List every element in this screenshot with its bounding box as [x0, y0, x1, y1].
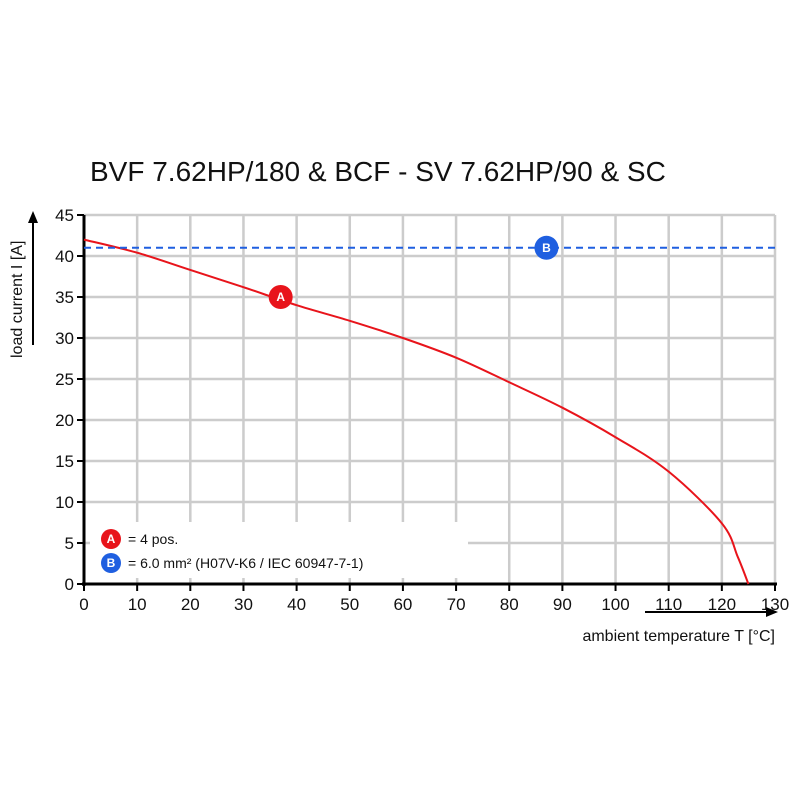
- x-tick-label: 60: [393, 595, 412, 614]
- legend-marker-B-label: B: [107, 556, 116, 570]
- marker-B: [534, 235, 559, 260]
- x-arrow-head-icon: [766, 607, 778, 617]
- legend-text-A: = 4 pos.: [128, 531, 178, 547]
- legend-text-B: = 6.0 mm² (H07V-K6 / IEC 60947-7-1): [128, 555, 363, 571]
- x-tick-label: 90: [553, 595, 572, 614]
- legend-marker-A-label: A: [107, 532, 116, 546]
- y-tick-label: 10: [55, 493, 74, 512]
- y-tick-label: 15: [55, 452, 74, 471]
- marker-B-label: B: [542, 241, 551, 255]
- y-tick-label: 5: [65, 534, 74, 553]
- x-tick-label: 40: [287, 595, 306, 614]
- x-tick-label: 0: [79, 595, 88, 614]
- x-tick-label: 80: [500, 595, 519, 614]
- x-axis-label: ambient temperature T [°C]: [582, 628, 775, 645]
- x-tick-label: 120: [708, 595, 736, 614]
- x-tick-label: 100: [601, 595, 629, 614]
- y-tick-label: 25: [55, 370, 74, 389]
- x-tick-label: 30: [234, 595, 253, 614]
- y-tick-label: 35: [55, 288, 74, 307]
- y-tick-label: 45: [55, 206, 74, 225]
- x-tick-label: 10: [128, 595, 147, 614]
- x-tick-label: 50: [340, 595, 359, 614]
- y-tick-label: 20: [55, 411, 74, 430]
- legend-box: [90, 522, 468, 578]
- marker-A: [268, 285, 293, 309]
- y-tick-label: 40: [55, 247, 74, 266]
- marker-A-label: A: [276, 290, 285, 304]
- series-line-A: [83, 238, 750, 585]
- x-tick-label: 110: [655, 595, 682, 614]
- y-tick-label: 30: [55, 329, 74, 348]
- chart-title: BVF 7.62HP/180 & BCF - SV 7.62HP/90 & SC: [90, 156, 666, 187]
- legend-marker-B: [101, 553, 121, 573]
- legend-marker-A: [101, 529, 121, 549]
- y-arrow-head-icon: [28, 211, 38, 223]
- x-tick-label: 70: [447, 595, 466, 614]
- y-axis-label: load current I [A]: [9, 241, 26, 358]
- x-tick-label: 20: [181, 595, 200, 614]
- y-tick-label: 0: [65, 575, 74, 594]
